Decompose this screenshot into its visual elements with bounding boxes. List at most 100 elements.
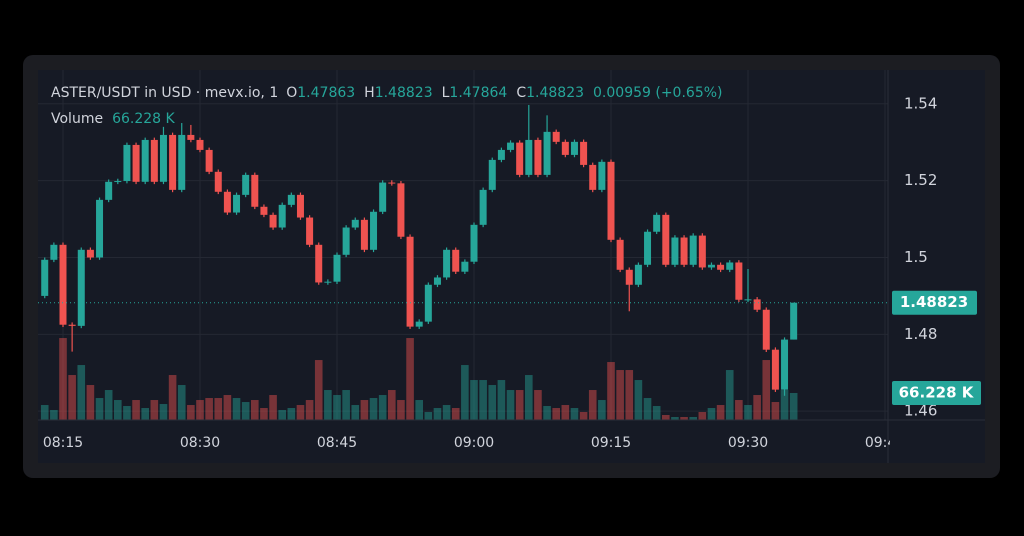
candle-body	[86, 249, 94, 258]
candle-body	[351, 219, 359, 228]
volume-label-box	[892, 380, 981, 405]
candle-body	[662, 214, 670, 265]
candle-body	[680, 237, 688, 265]
volume-bar	[588, 390, 597, 420]
candle-body	[781, 339, 789, 390]
volume-bar	[707, 408, 716, 420]
volume-bar	[104, 390, 113, 420]
ohlc-label: O	[286, 85, 297, 101]
y-tick-label: 1.5	[904, 248, 928, 266]
candle-body	[360, 219, 368, 250]
x-tick-label: 09:15	[591, 435, 631, 451]
candle-layer	[38, 104, 888, 396]
volume-bar	[607, 362, 615, 420]
volume-bar	[415, 400, 423, 420]
candle-body	[169, 134, 177, 190]
candle-body	[580, 141, 588, 165]
candle-body	[406, 236, 414, 327]
candle-body	[379, 182, 387, 212]
volume-bar	[744, 405, 752, 420]
candle-body	[59, 244, 67, 325]
candle-body	[196, 139, 204, 150]
volume-bar	[132, 400, 140, 420]
candle-body	[771, 349, 779, 390]
candle-body	[370, 211, 378, 250]
volume-bar	[424, 412, 433, 420]
volume-bar	[461, 365, 469, 420]
volume-bar	[187, 405, 195, 420]
volume-bar	[397, 400, 405, 420]
volume-label: 66.228 K	[899, 383, 975, 401]
volume-bar	[543, 406, 551, 420]
plot-area	[38, 70, 985, 463]
volume-bar	[223, 395, 232, 420]
candle-body	[187, 134, 195, 140]
candle-body	[607, 161, 615, 240]
y-tick-label: 1.54	[904, 94, 937, 112]
candle-body	[790, 302, 798, 340]
volume-bar	[95, 398, 104, 420]
volume-bar	[561, 405, 570, 420]
candle-body	[150, 139, 158, 182]
volume-bar	[780, 390, 789, 420]
volume-bar	[269, 395, 277, 420]
legend-line: ASTER/USDT in USD · mevx.io, 1 O1.47863 H1…	[51, 85, 723, 101]
candle-body	[561, 141, 569, 155]
candle-body	[443, 249, 451, 278]
x-tick-label: 09:30	[728, 435, 768, 451]
x-axis: 08:15 08:30 08:45 09:00 09:15 09:30 09:45	[43, 435, 890, 451]
volume-bar	[634, 380, 643, 420]
volume-bar	[177, 385, 186, 420]
volume-bar	[40, 405, 49, 420]
candle-body	[735, 262, 743, 300]
candle-body	[543, 131, 551, 175]
candle-body	[589, 164, 597, 190]
candle-body	[698, 235, 706, 268]
candle-body	[598, 161, 606, 190]
volume-bar	[515, 390, 524, 420]
volume-bar	[378, 395, 387, 420]
candle-body	[269, 214, 277, 228]
legend: ASTER/USDT in USD · mevx.io, 1 O1.47863 H1…	[51, 85, 723, 127]
grid	[38, 70, 888, 420]
candle-body	[50, 244, 58, 260]
candle-body	[278, 204, 286, 228]
ohlc-label: H	[364, 85, 375, 101]
candle-body	[534, 139, 542, 175]
volume-bar	[314, 360, 323, 420]
candle-body	[315, 244, 323, 283]
y-axis: 1.46 1.48 1.5 1.52 1.54 1.48823 66.228 K	[892, 94, 981, 420]
candle-body	[570, 141, 578, 155]
candle-body	[507, 142, 515, 150]
candle-body	[415, 321, 423, 327]
ohlc-value: 1.48823	[375, 85, 433, 101]
ohlc-value: 1.47863	[297, 85, 355, 101]
candle-body	[717, 264, 725, 270]
candle-body	[525, 139, 533, 175]
volume-bar	[260, 408, 268, 420]
candle-body	[644, 231, 652, 265]
candle-body	[342, 227, 350, 255]
x-tick-label: 08:15	[43, 435, 83, 451]
volume-bar	[114, 400, 122, 420]
volume-bar	[159, 404, 168, 420]
volume-bar	[351, 405, 360, 420]
volume-bar	[716, 405, 725, 420]
candle-body	[242, 174, 250, 195]
ohlc-value: 1.47864	[449, 85, 507, 101]
candle-body	[333, 254, 341, 282]
volume-bar	[333, 395, 341, 420]
volume-bar	[753, 395, 761, 420]
candle-body	[233, 194, 241, 213]
price-label-box	[892, 290, 977, 315]
volume-bar	[406, 338, 414, 420]
volume-bar	[762, 360, 771, 420]
candle-body	[178, 134, 186, 190]
ohlc-label: L	[442, 85, 450, 101]
volume-bar	[579, 412, 588, 420]
volume-bar	[305, 400, 314, 420]
volume-bar	[552, 408, 560, 420]
volume-bar	[68, 375, 76, 420]
volume-bar	[50, 410, 58, 420]
candle-body	[388, 182, 396, 184]
